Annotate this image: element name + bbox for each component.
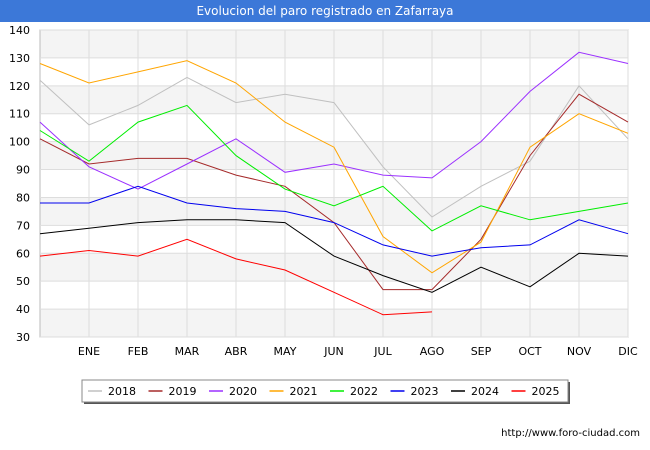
legend-label-2022: 2022: [350, 385, 378, 398]
y-tick-label: 60: [16, 247, 30, 260]
x-tick-label: JUN: [323, 345, 344, 358]
y-tick-label: 70: [16, 219, 30, 232]
x-tick-label: AGO: [420, 345, 445, 358]
chart-title: Evolucion del paro registrado en Zafarra…: [0, 0, 650, 22]
x-tick-label: FEB: [128, 345, 149, 358]
x-tick-label: ABR: [225, 345, 248, 358]
series-line-2023: [40, 185, 629, 257]
legend-label-2024: 2024: [471, 385, 499, 398]
x-tick-label: ENE: [78, 345, 100, 358]
y-tick-label: 100: [9, 136, 30, 149]
x-tick-label: NOV: [567, 345, 592, 358]
y-tick-label: 140: [9, 24, 30, 37]
x-tick-label: DIC: [618, 345, 638, 358]
x-tick-label: SEP: [471, 345, 492, 358]
legend-label-2018: 2018: [108, 385, 136, 398]
x-tick-label: JUL: [373, 345, 392, 358]
x-tick-label: MAY: [274, 345, 297, 358]
legend-label-2025: 2025: [532, 385, 560, 398]
x-tick-label: MAR: [175, 345, 200, 358]
source-url: http://www.foro-ciudad.com: [501, 428, 640, 439]
y-tick-label: 110: [9, 108, 30, 121]
legend-label-2021: 2021: [290, 385, 318, 398]
y-tick-label: 30: [16, 331, 30, 344]
legend-label-2023: 2023: [411, 385, 439, 398]
legend-label-2020: 2020: [229, 385, 257, 398]
series-line-2022: [39, 104, 629, 232]
grid-lines: [40, 29, 629, 338]
y-axis-ticks: 30 40 50 60 70 80 90 100 110 120 130 140: [9, 24, 30, 344]
series-line-2018: [39, 76, 629, 218]
series-line-2020: [39, 51, 629, 190]
x-axis-ticks: ENE FEB MAR ABR MAY JUN JUL AGO SEP OCT NOV DIC: [78, 345, 638, 358]
y-tick-label: 130: [9, 52, 30, 65]
series-line-2021: [39, 60, 629, 274]
series-line-2024: [39, 219, 629, 293]
legend-label-2019: 2019: [169, 385, 197, 398]
y-tick-label: 120: [9, 80, 30, 93]
x-tick-label: OCT: [518, 345, 541, 358]
y-tick-label: 80: [16, 191, 30, 204]
y-tick-label: 50: [16, 275, 30, 288]
y-tick-label: 90: [16, 164, 30, 177]
series-lines: [39, 51, 629, 316]
legend-box: [81, 379, 569, 403]
series-line-2025: [39, 238, 433, 316]
legend: 2018 2019 2020 2021 2022 2023 2024 2025: [81, 379, 570, 404]
y-tick-label: 40: [16, 303, 30, 316]
